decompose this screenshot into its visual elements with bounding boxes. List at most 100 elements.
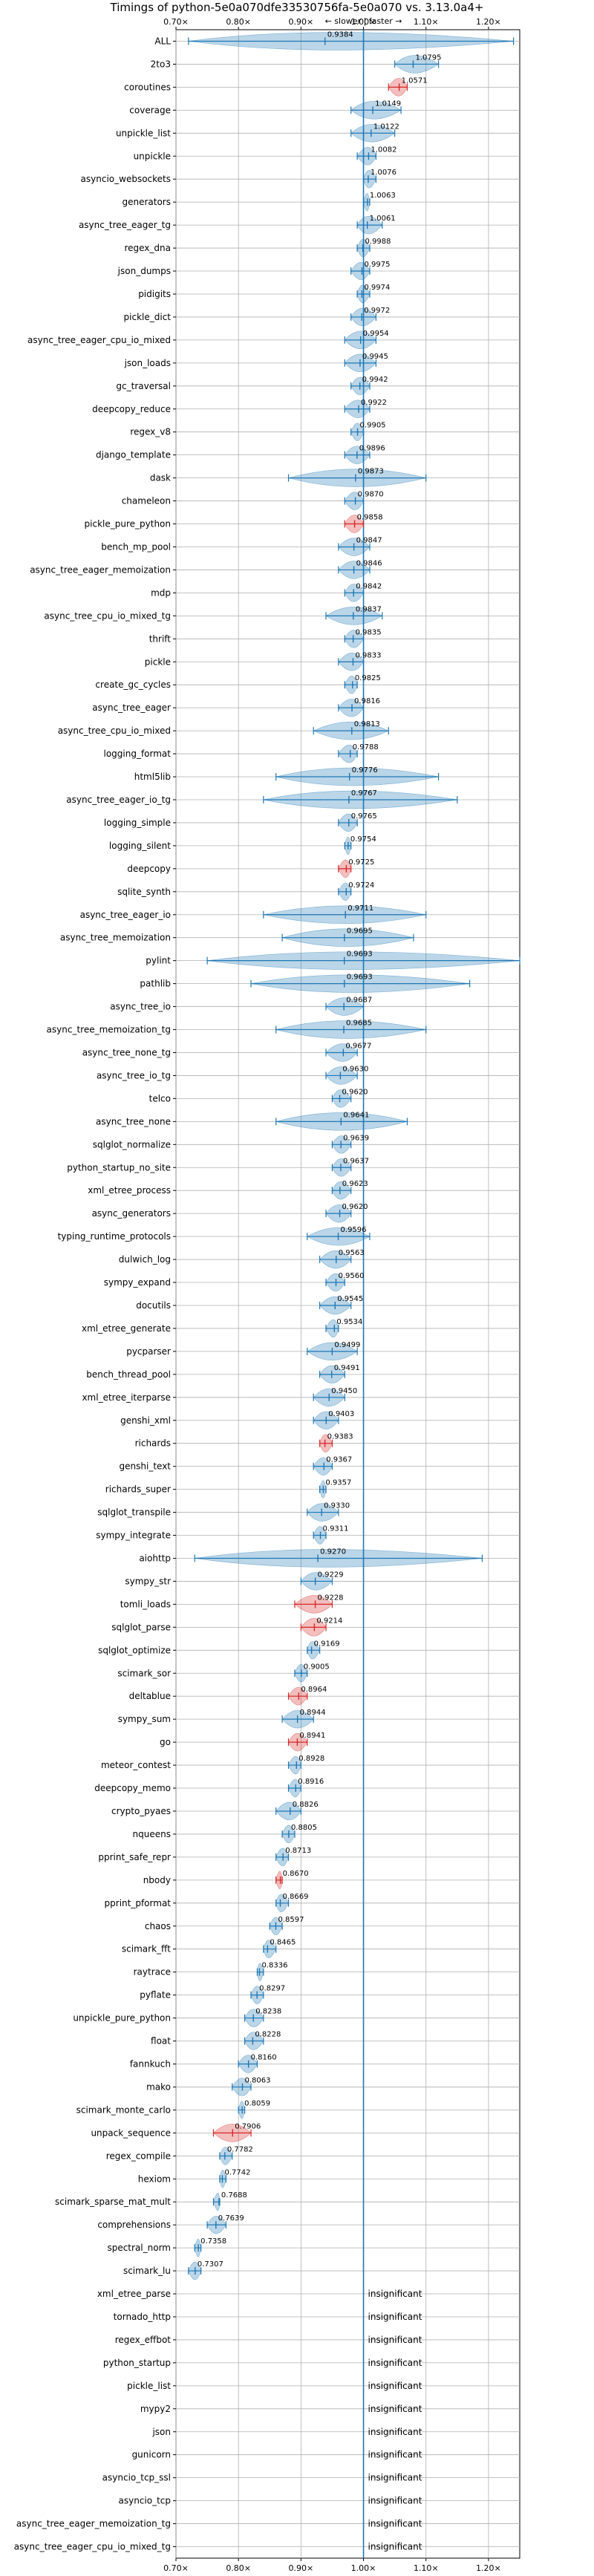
value-label: 0.9270 — [320, 1548, 346, 1556]
value-label: 0.9620 — [342, 1203, 368, 1211]
value-label: 0.7782 — [227, 2145, 253, 2153]
x-tick-label-bottom: 0.70× — [163, 2563, 189, 2573]
category-label: json — [151, 2427, 171, 2437]
value-label: 0.8916 — [298, 1778, 324, 1786]
value-label: 0.8669 — [282, 1893, 308, 1901]
category-label: scimark_fft — [122, 1944, 171, 1954]
value-label: 0.9560 — [339, 1272, 365, 1280]
category-label: logging_silent — [109, 841, 171, 851]
category-label: fannkuch — [130, 2058, 171, 2069]
value-label: 1.0063 — [370, 192, 396, 200]
category-label: richards — [135, 1438, 171, 1449]
category-label: tornado_http — [114, 2312, 171, 2322]
value-label: 0.9695 — [347, 927, 373, 936]
category-label: logging_format — [103, 749, 171, 759]
category-label: meteor_contest — [101, 1760, 171, 1770]
category-label: async_tree_none — [96, 1116, 171, 1126]
value-label: 0.9563 — [339, 1249, 365, 1257]
category-label: dask — [150, 473, 171, 483]
category-label: typing_runtime_protocols — [58, 1231, 171, 1242]
value-label: 0.9357 — [325, 1479, 351, 1487]
category-label: sqlglot_optimize — [98, 1645, 171, 1655]
category-label: coroutines — [124, 82, 171, 92]
category-label: mypy2 — [140, 2404, 171, 2414]
x-tick-label-bottom: 1.10× — [414, 2563, 439, 2573]
category-label: unpickle_list — [116, 128, 171, 138]
category-label: crypto_pyaes — [111, 1806, 171, 1816]
category-label: scimark_lu — [123, 2266, 171, 2276]
category-label: genshi_text — [120, 1461, 172, 1472]
category-label: deepcopy_reduce — [92, 404, 171, 414]
category-label: thrift — [149, 633, 172, 644]
category-label: deepcopy_memo — [94, 1783, 171, 1793]
value-label: 0.9687 — [346, 997, 372, 1005]
category-label: sympy_sum — [118, 1714, 171, 1724]
category-label: tomli_loads — [120, 1599, 171, 1609]
value-label: 0.9005 — [304, 1663, 330, 1671]
category-label: sympy_str — [125, 1576, 171, 1586]
category-label: scimark_sor — [117, 1668, 171, 1678]
value-label: 0.9846 — [356, 559, 382, 567]
category-label: async_tree_eager_cpu_io_mixed — [27, 335, 171, 345]
value-label: 0.8941 — [299, 1732, 325, 1740]
category-label: gunicorn — [132, 2450, 171, 2460]
value-label: 0.9499 — [334, 1341, 360, 1349]
category-label: pyflate — [140, 1990, 171, 2001]
insignificant-label: insignificant — [368, 2496, 422, 2506]
value-label: 1.0795 — [415, 53, 441, 62]
category-label: logging_simple — [104, 818, 171, 828]
value-label: 0.8805 — [291, 1824, 317, 1832]
value-label: 0.8465 — [270, 1939, 296, 1947]
category-label: pathlib — [140, 979, 171, 989]
value-label: 0.7358 — [200, 2237, 226, 2246]
x-tick-label-top: 1.00× — [351, 17, 376, 27]
category-label: create_gc_cycles — [95, 679, 171, 690]
category-label: sympy_integrate — [96, 1530, 171, 1541]
value-label: 0.7742 — [224, 2168, 250, 2176]
value-label: 0.8713 — [285, 1847, 311, 1855]
value-label: 0.9677 — [345, 1042, 371, 1050]
category-label: pickle_dict — [124, 312, 172, 322]
insignificant-label: insignificant — [368, 2473, 422, 2483]
category-label: asyncio_websockets — [81, 174, 171, 184]
value-label: 0.8944 — [300, 1709, 326, 1717]
category-label: html5lib — [134, 772, 171, 782]
category-label: raytrace — [134, 1967, 171, 1977]
value-label: 0.9905 — [360, 422, 386, 430]
value-label: 0.7688 — [221, 2191, 247, 2200]
category-label: chaos — [145, 1921, 171, 1931]
category-label: unpickle — [134, 151, 171, 161]
value-label: 0.8964 — [301, 1686, 327, 1694]
value-label: 0.9596 — [341, 1226, 367, 1234]
category-label: python_startup — [103, 2358, 171, 2368]
category-label: scimark_monte_carlo — [76, 2104, 171, 2115]
category-label: async_tree_eager_io — [80, 910, 171, 920]
value-label: 0.8670 — [283, 1870, 309, 1878]
insignificant-label: insignificant — [368, 2519, 422, 2529]
category-label: asyncio_tcp_ssl — [102, 2473, 171, 2483]
insignificant-label: insignificant — [368, 2450, 422, 2460]
value-label: 0.7307 — [198, 2260, 223, 2269]
value-label: 0.9214 — [316, 1617, 342, 1625]
value-label: 0.8059 — [244, 2099, 270, 2107]
insignificant-label: insignificant — [368, 2427, 422, 2437]
value-label: 0.9870 — [358, 491, 384, 499]
value-label: 0.9754 — [350, 835, 376, 844]
category-label: nqueens — [133, 1829, 171, 1839]
value-label: 0.9972 — [364, 307, 390, 315]
value-label: 0.9330 — [324, 1502, 350, 1510]
value-label: 0.9637 — [343, 1157, 369, 1165]
category-label: deltablue — [129, 1691, 171, 1701]
value-label: 0.7906 — [235, 2122, 261, 2130]
category-label: async_tree_cpu_io_mixed_tg — [44, 610, 171, 621]
category-label: async_tree_memoization_tg — [47, 1025, 171, 1035]
category-label: pidigits — [138, 289, 171, 299]
value-label: 0.9545 — [337, 1295, 363, 1303]
value-label: 0.8928 — [298, 1755, 324, 1763]
value-label: 0.7639 — [218, 2214, 244, 2223]
x-tick-label-bottom: 1.20× — [476, 2563, 501, 2573]
value-label: 0.9765 — [351, 812, 377, 821]
category-label: async_tree_eager_memoization — [30, 564, 171, 575]
category-label: xml_etree_parse — [97, 2289, 171, 2299]
value-label: 0.9837 — [356, 605, 382, 613]
